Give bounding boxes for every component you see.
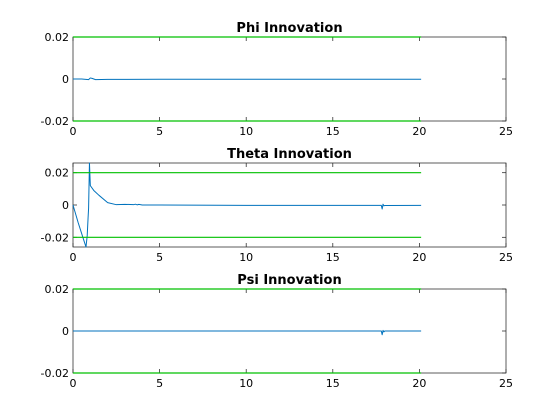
x-tick-label: 0 <box>70 377 77 390</box>
x-tick-label: 15 <box>326 125 340 138</box>
chart-title: Phi Innovation <box>236 21 342 36</box>
series-line-innovation <box>73 77 422 81</box>
y-tick-label: -0.02 <box>41 367 69 380</box>
x-tick-label: 20 <box>412 377 426 390</box>
x-tick-label: 5 <box>156 377 163 390</box>
y-tick-label: 0 <box>62 73 69 86</box>
series-line-innovation <box>73 329 422 336</box>
chart-title: Theta Innovation <box>227 147 352 162</box>
x-tick-label: 0 <box>70 251 77 264</box>
y-tick-label: 0 <box>62 325 69 338</box>
x-tick-label: 15 <box>326 377 340 390</box>
x-tick-label: 0 <box>70 125 77 138</box>
y-tick-label: -0.02 <box>41 231 69 244</box>
x-tick-label: 20 <box>412 125 426 138</box>
x-tick-label: 15 <box>326 251 340 264</box>
x-tick-label: 10 <box>239 377 253 390</box>
x-tick-label: 10 <box>239 125 253 138</box>
x-tick-label: 25 <box>499 251 513 264</box>
chart-title: Psi Innovation <box>237 273 341 288</box>
x-tick-label: 5 <box>156 251 163 264</box>
x-tick-label: 5 <box>156 125 163 138</box>
x-tick-label: 10 <box>239 251 253 264</box>
x-tick-label: 20 <box>412 251 426 264</box>
y-tick-label: 0 <box>62 199 69 212</box>
y-tick-label: 0.02 <box>45 283 70 296</box>
series-line-innovation <box>72 162 422 248</box>
x-tick-label: 25 <box>499 125 513 138</box>
x-tick-label: 25 <box>499 377 513 390</box>
y-tick-label: 0.02 <box>45 167 70 180</box>
y-tick-label: -0.02 <box>41 115 69 128</box>
y-tick-label: 0.02 <box>45 31 70 44</box>
